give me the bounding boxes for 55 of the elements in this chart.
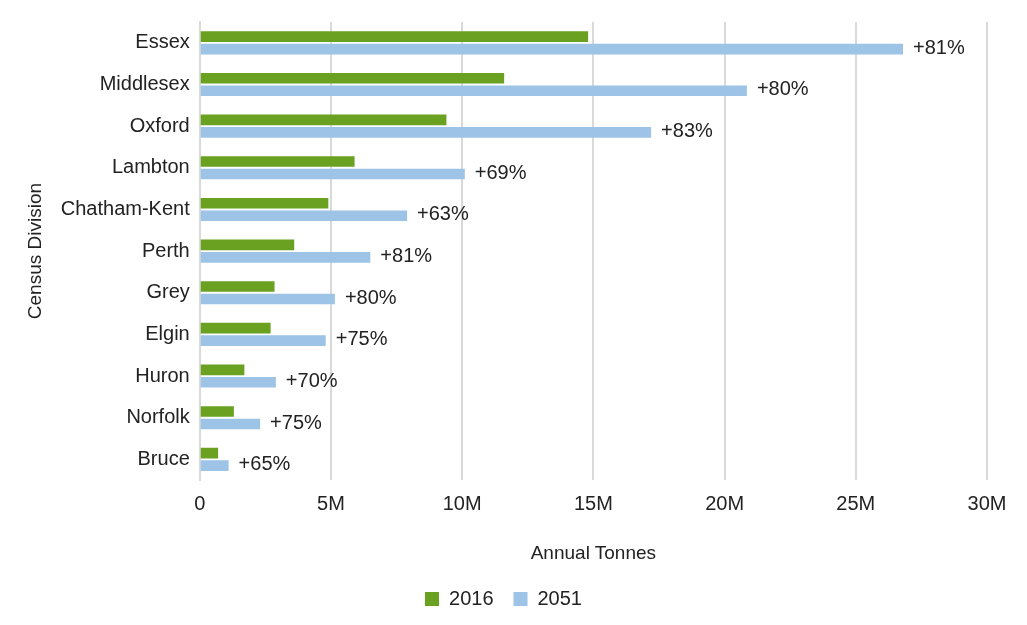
annotation: +80% [756, 77, 809, 100]
annotation: +81% [380, 244, 433, 267]
legend-label: 2051 [537, 586, 582, 609]
bar [200, 447, 219, 459]
x-tick-label: 15M [573, 491, 613, 514]
bar [200, 72, 505, 84]
bar [200, 31, 589, 42]
bar [200, 335, 326, 346]
bar [200, 364, 245, 376]
annotation: +81% [913, 35, 965, 58]
annotation: +83% [661, 119, 714, 142]
y-tick-label: Perth [141, 238, 190, 261]
y-tick-label: Elgin [145, 321, 190, 344]
bar [200, 281, 275, 292]
annotation: +63% [417, 202, 469, 225]
bar [200, 197, 329, 209]
y-axis-title: Census Division [23, 182, 45, 320]
bar [200, 156, 355, 167]
y-tick-label: Bruce [137, 446, 190, 469]
bar [200, 239, 295, 251]
x-tick-label: 20M [705, 491, 745, 514]
bar [200, 406, 234, 417]
y-tick-label: Oxford [129, 113, 190, 136]
x-tick-label: 25M [836, 491, 876, 514]
y-tick-label: Huron [135, 363, 190, 386]
x-tick-label: 30M [967, 491, 1007, 514]
x-tick-label: 0 [194, 491, 206, 514]
y-tick-label: Norfolk [126, 405, 191, 428]
x-axis-title: Annual Tonnes [530, 541, 657, 563]
legend-label: 2016 [449, 586, 494, 609]
y-tick-label: Essex [135, 30, 190, 53]
bar [200, 210, 408, 222]
bar [200, 377, 276, 388]
bar [200, 168, 465, 180]
bar [200, 252, 371, 263]
annotation: +70% [285, 368, 338, 391]
bar [200, 460, 229, 471]
bar [200, 322, 271, 334]
bar [200, 293, 335, 305]
annotation: +75% [335, 327, 388, 350]
bar [200, 85, 747, 97]
annotation: +65% [238, 452, 291, 475]
x-tick-label: 5M [317, 491, 345, 514]
y-tick-label: Middlesex [99, 72, 190, 94]
annotation: +69% [474, 160, 527, 183]
bar [200, 127, 652, 138]
bar [200, 114, 447, 126]
x-tick-label: 10M [442, 491, 482, 514]
y-tick-label: Lambton [111, 155, 190, 178]
bar [200, 43, 904, 55]
annotation: +75% [270, 410, 323, 433]
annotation: +80% [344, 285, 397, 308]
bar [200, 418, 261, 430]
y-tick-label: Chatham-Kent [60, 196, 191, 219]
y-tick-label: Grey [146, 280, 190, 303]
